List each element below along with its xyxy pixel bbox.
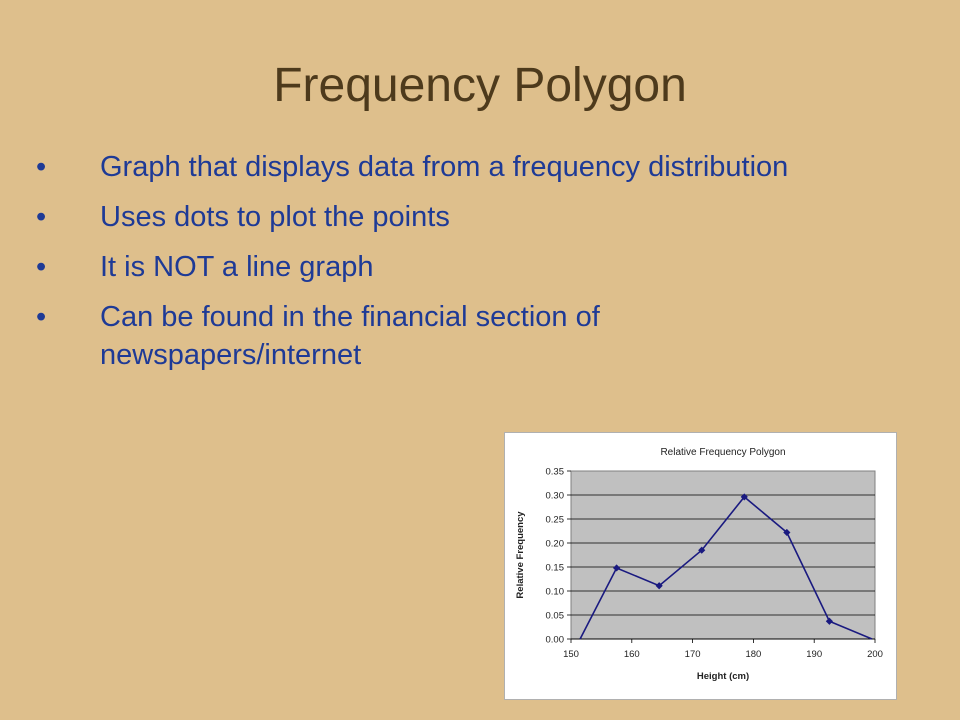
bullet-text: Graph that displays data from a frequenc… xyxy=(100,151,789,183)
data-point-marker xyxy=(825,617,833,625)
y-tick-label: 0.15 xyxy=(546,563,565,574)
y-tick-label: 0.35 xyxy=(546,467,565,478)
bullet-dot-icon: • xyxy=(36,151,47,183)
x-tick-label: 170 xyxy=(685,649,701,660)
x-tick-label: 150 xyxy=(563,649,579,660)
plot-area xyxy=(570,470,876,640)
y-tick-label: 0.00 xyxy=(546,635,565,646)
x-tick-label: 180 xyxy=(745,649,761,660)
y-tick-label: 0.25 xyxy=(546,515,565,526)
y-tick-label: 0.05 xyxy=(546,611,565,622)
x-tick-label: 190 xyxy=(806,649,822,660)
bullet-item: • Graph that displays data from a freque… xyxy=(28,148,858,186)
x-tick-label: 160 xyxy=(624,649,640,660)
y-tick-label: 0.20 xyxy=(546,539,565,550)
chart-container: Relative Frequency Polygon 0.00 0.05 0.10 0.… xyxy=(504,432,897,700)
y-tick-label: 0.10 xyxy=(546,587,565,598)
series-line xyxy=(579,495,873,640)
bullet-text: It is NOT a line graph xyxy=(100,251,374,283)
bullet-text: Uses dots to plot the points xyxy=(100,201,450,233)
bullet-dot-icon: • xyxy=(36,201,47,233)
x-axis-label: Height (cm) xyxy=(697,671,749,682)
bullet-dot-icon: • xyxy=(36,301,47,333)
relative-frequency-chart: Relative Frequency Polygon 0.00 0.05 0.10 0.… xyxy=(515,447,883,682)
bullet-item: • Uses dots to plot the points xyxy=(28,198,858,236)
y-tick-label: 0.30 xyxy=(546,491,565,502)
bullet-dot-icon: • xyxy=(36,251,47,283)
slide-title: Frequency Polygon xyxy=(273,59,687,112)
bullet-list: • Graph that displays data from a freque… xyxy=(28,148,858,386)
y-axis-label: Relative Frequency xyxy=(515,511,526,599)
x-tick-label: 200 xyxy=(867,649,883,660)
chart-title: Relative Frequency Polygon xyxy=(660,447,785,458)
bullet-item: • It is NOT a line graph xyxy=(28,248,858,286)
bullet-item: • Can be found in the financial section … xyxy=(28,298,858,374)
bullet-text: Can be found in the financial section of… xyxy=(100,301,600,371)
